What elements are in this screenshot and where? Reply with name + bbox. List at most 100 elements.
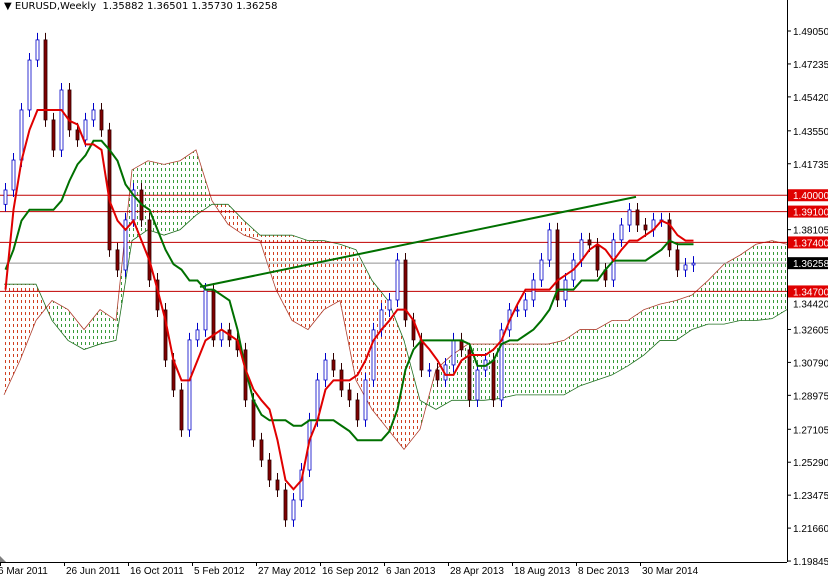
bull-candle bbox=[547, 229, 552, 261]
level-price-tag-label: 1.37400 bbox=[793, 238, 828, 249]
bear-candle bbox=[51, 119, 56, 151]
bull-candle bbox=[187, 339, 192, 431]
x-tick-label: 16 Sep 2012 bbox=[322, 566, 379, 577]
bear-candle bbox=[355, 399, 360, 421]
level-price-tag bbox=[788, 205, 828, 218]
tenkan-sen-line bbox=[4, 108, 694, 491]
cloud-segment bbox=[180, 149, 196, 230]
y-tick-label: 1.34420 bbox=[793, 299, 828, 310]
cloud-segment bbox=[68, 309, 84, 350]
y-tick-label: 1.21660 bbox=[793, 524, 828, 535]
level-price-tag bbox=[788, 236, 828, 249]
y-tick-label: 1.49050 bbox=[793, 27, 828, 38]
bull-candle bbox=[627, 209, 632, 226]
cloud-segment bbox=[740, 244, 756, 321]
bull-candle bbox=[515, 309, 520, 312]
cloud-segment bbox=[84, 309, 100, 350]
bull-candle bbox=[387, 299, 392, 311]
cloud-segment bbox=[436, 354, 452, 410]
bear-candle bbox=[211, 289, 216, 341]
cloud-segment bbox=[500, 344, 516, 399]
bull-candle bbox=[619, 224, 624, 241]
bear-candle bbox=[43, 39, 48, 121]
bull-candle bbox=[27, 59, 32, 111]
cloud-segment bbox=[564, 329, 580, 395]
bull-candle bbox=[579, 239, 584, 261]
level-price-tag bbox=[788, 285, 828, 298]
y-tick-label: 1.25290 bbox=[793, 458, 828, 469]
x-tick-label: 16 Oct 2011 bbox=[130, 566, 184, 577]
chart-shift-marker-icon bbox=[0, 556, 6, 562]
bear-candle bbox=[595, 244, 600, 271]
y-tick-label: 1.45420 bbox=[793, 93, 828, 104]
level-price-tag bbox=[788, 189, 828, 202]
cloud-segment bbox=[756, 240, 772, 321]
bear-candle bbox=[467, 349, 472, 401]
bull-candle bbox=[195, 329, 200, 341]
ohlc-values: 1.35882 1.36501 1.35730 1.36258 bbox=[102, 1, 278, 12]
bull-candle bbox=[683, 264, 688, 271]
cloud-segment bbox=[724, 255, 740, 325]
bull-candle bbox=[427, 369, 432, 372]
y-tick-label: 1.38105 bbox=[793, 226, 828, 237]
bear-candle bbox=[99, 109, 104, 131]
cloud-segment bbox=[244, 220, 260, 241]
x-tick-label: 28 Apr 2013 bbox=[450, 566, 504, 577]
bear-candle bbox=[419, 339, 424, 371]
bull-candle bbox=[691, 262, 696, 266]
y-tick-label: 1.27105 bbox=[793, 425, 828, 436]
bear-candle bbox=[491, 359, 496, 401]
x-tick-label: 6 Jan 2013 bbox=[386, 566, 436, 577]
bear-candle bbox=[555, 229, 560, 301]
cloud-segment bbox=[276, 235, 292, 321]
bull-candle bbox=[291, 499, 296, 521]
bull-candle bbox=[3, 189, 8, 205]
bull-candle bbox=[11, 159, 16, 191]
bull-candle bbox=[451, 339, 456, 366]
horizontal-levels bbox=[0, 194, 787, 292]
bear-candle bbox=[331, 359, 336, 371]
cloud-segment bbox=[644, 304, 660, 355]
symbol-label: EURUSD,Weekly bbox=[14, 1, 97, 12]
bull-candle bbox=[475, 369, 480, 401]
bear-candle bbox=[403, 259, 408, 321]
y-tick-label: 1.19845 bbox=[793, 557, 828, 568]
bear-candle bbox=[75, 129, 80, 141]
bear-candle bbox=[675, 249, 680, 271]
cloud-segment bbox=[676, 295, 692, 341]
cloud-segment bbox=[772, 240, 787, 319]
bear-candle bbox=[147, 219, 152, 281]
bull-candle bbox=[363, 379, 368, 421]
cloud-segment bbox=[308, 240, 324, 330]
y-tick-label: 1.28975 bbox=[793, 391, 828, 402]
cloud-segment bbox=[404, 340, 420, 450]
cloud-segment bbox=[548, 340, 564, 395]
bear-candle bbox=[347, 389, 352, 401]
bear-candle bbox=[251, 399, 256, 441]
level-price-tag-label: 1.40000 bbox=[793, 191, 828, 202]
y-tick-label: 1.30790 bbox=[793, 358, 828, 369]
bull-candle bbox=[83, 119, 88, 141]
y-tick-label: 1.41735 bbox=[793, 160, 828, 171]
chart-header: ▼ EURUSD,Weekly 1.35882 1.36501 1.35730 … bbox=[4, 1, 277, 12]
x-tick-label: 5 Feb 2012 bbox=[194, 566, 245, 577]
level-price-tag-label: 1.39100 bbox=[793, 208, 828, 219]
bear-candle bbox=[259, 439, 264, 461]
cloud-segment bbox=[580, 329, 596, 386]
cloud-segment bbox=[628, 309, 644, 366]
bull-candle bbox=[35, 39, 40, 61]
current-price-tag bbox=[788, 257, 828, 270]
cloud-segment bbox=[708, 264, 724, 325]
bear-candle bbox=[667, 219, 672, 251]
bear-candle bbox=[179, 389, 184, 431]
cloud-segment bbox=[532, 344, 548, 395]
bull-candle bbox=[523, 299, 528, 311]
x-tick-label: 8 Dec 2013 bbox=[578, 566, 630, 577]
cloud-segment bbox=[388, 300, 404, 450]
kijun-sen-line bbox=[4, 139, 694, 442]
indicator-lines bbox=[4, 108, 694, 491]
bull-candle bbox=[19, 109, 24, 161]
triangle-down-icon[interactable]: ▼ bbox=[4, 1, 12, 12]
